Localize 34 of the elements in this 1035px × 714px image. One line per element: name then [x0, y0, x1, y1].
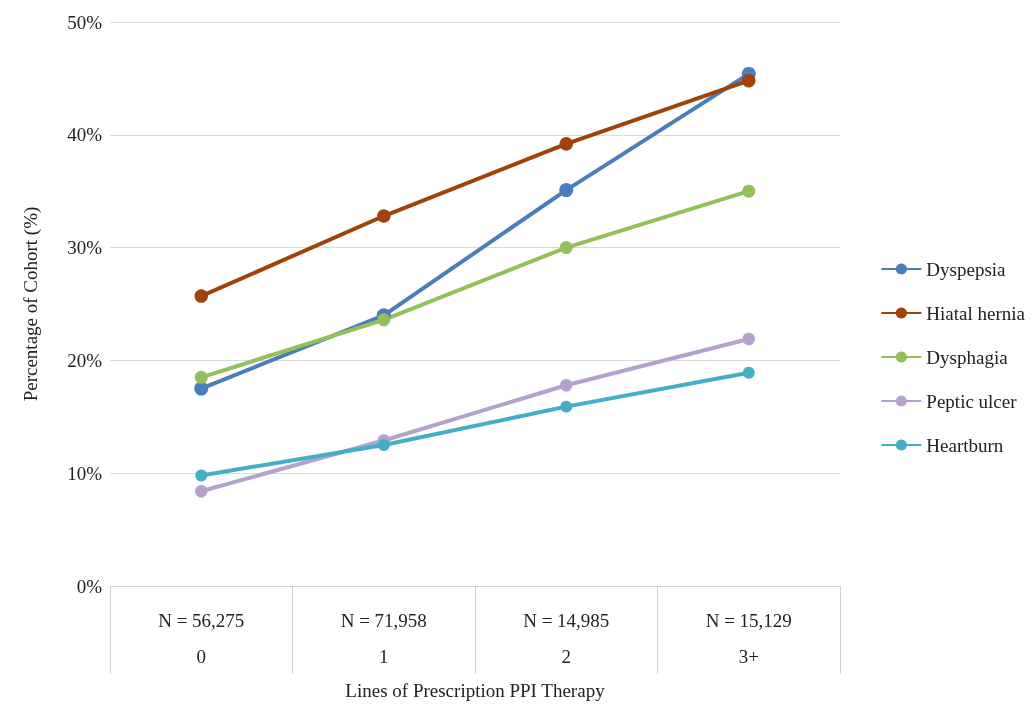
y-tick-label: 50% — [67, 11, 103, 33]
point — [742, 366, 755, 379]
point — [560, 400, 573, 413]
point — [195, 485, 208, 498]
point — [559, 137, 573, 151]
y-tick-label: 20% — [67, 349, 103, 371]
point — [194, 289, 208, 303]
x-axis-title: Lines of Prescription PPI Therapy — [345, 680, 606, 701]
legend-label: Heartburn — [926, 434, 1004, 456]
legend-label: Peptic ulcer — [926, 390, 1018, 412]
legend-label: Dyspepsia — [926, 258, 1007, 280]
point — [559, 241, 573, 255]
point — [377, 209, 391, 223]
y-tick-label: 40% — [67, 124, 103, 146]
legend-label: Hiatal hernia — [926, 302, 1026, 324]
x-tick-label: N = 71,958 1 — [340, 609, 427, 667]
point — [195, 469, 208, 482]
point — [377, 439, 390, 451]
legend-label: Dysphagia — [926, 346, 1009, 368]
point — [742, 73, 756, 88]
point — [377, 313, 391, 327]
x-tick-label: N = 14,985 2 — [523, 609, 610, 667]
point — [560, 378, 573, 392]
y-tick-label: 10% — [67, 462, 103, 484]
y-tick-label: 30% — [67, 237, 103, 259]
x-tick-label: N = 15,129 3+ — [705, 609, 792, 667]
point — [194, 370, 208, 384]
y-tick-label: 0% — [76, 575, 103, 597]
y-axis-title: Percentage of Cohort (%) — [20, 206, 42, 402]
x-tick-label: N = 56,275 0 — [158, 609, 245, 667]
point — [742, 332, 755, 346]
point — [742, 184, 756, 198]
point — [194, 381, 209, 396]
point — [559, 183, 574, 198]
